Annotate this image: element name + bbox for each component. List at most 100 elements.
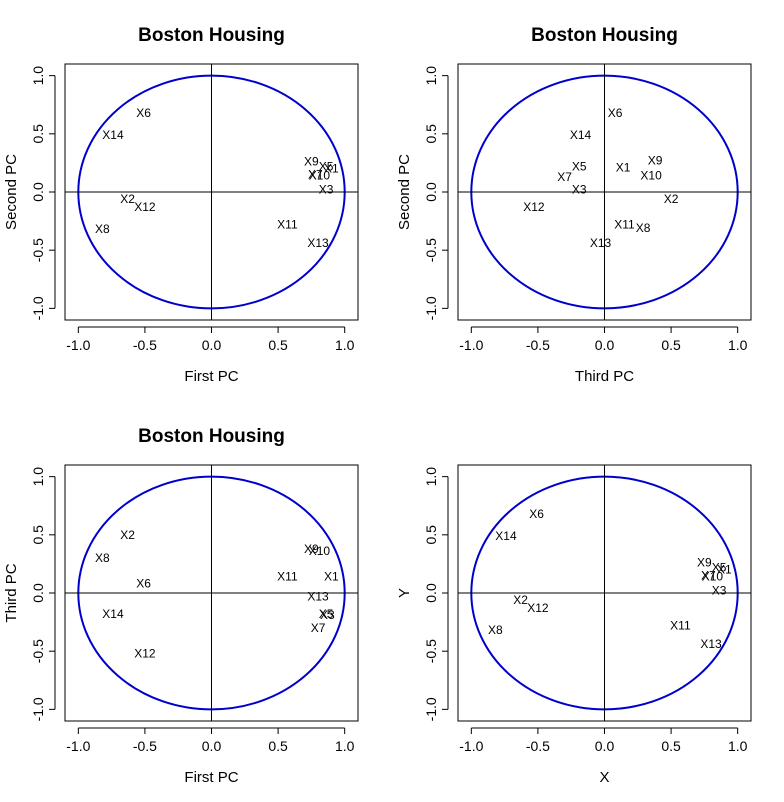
y-tick-label: 0.5 (423, 124, 439, 144)
point-label-x13: X13 (307, 589, 329, 603)
chart-title: Boston Housing (138, 426, 285, 447)
point-label-x3: X3 (572, 183, 587, 197)
x-tick-label: 1.0 (728, 337, 748, 353)
point-label-x5: X5 (319, 159, 334, 173)
y-tick-label: -0.5 (30, 639, 46, 663)
point-label-x11: X11 (670, 619, 691, 633)
x-tick-label: 1.0 (335, 738, 355, 754)
point-label-x9: X9 (697, 556, 712, 570)
point-label-x12: X12 (523, 200, 545, 214)
x-tick-label: 0.0 (595, 337, 615, 353)
point-label-x6: X6 (136, 106, 151, 120)
x-tick-label: -1.0 (459, 738, 483, 754)
y-tick-label: -0.5 (423, 639, 439, 663)
y-tick-label: 0.0 (30, 182, 46, 202)
point-label-x5: X5 (712, 560, 727, 574)
x-tick-label: -1.0 (66, 337, 90, 353)
point-label-x9: X9 (648, 154, 663, 168)
y-axis-label: Third PC (3, 563, 20, 622)
x-tick-label: -1.0 (66, 738, 90, 754)
x-tick-label: 0.5 (268, 337, 288, 353)
x-tick-label: -0.5 (133, 337, 157, 353)
x-tick-label: 0.0 (202, 337, 222, 353)
x-tick-label: -1.0 (459, 337, 483, 353)
point-label-x8: X8 (636, 221, 651, 235)
point-label-x1: X1 (324, 162, 339, 176)
x-tick-label: 0.5 (661, 337, 681, 353)
point-label-x9: X9 (304, 542, 319, 556)
x-axis-label: Third PC (575, 368, 634, 385)
point-label-x7: X7 (557, 170, 572, 184)
point-label-x14: X14 (570, 128, 592, 142)
y-axis-label: Y (396, 588, 413, 598)
point-label-x13: X13 (700, 637, 722, 651)
chart-title: Boston Housing (138, 25, 285, 46)
y-axis-label: Second PC (3, 154, 20, 230)
point-label-x3: X3 (319, 183, 334, 197)
panel-4: -1.0 -0.5 0.0 0.5 1.0 -1.0 -0.5 0.0 0.5 1.0 X Y X6 X1… (396, 464, 752, 786)
point-label-x14: X14 (495, 529, 517, 543)
point-label-x10: X10 (640, 169, 662, 183)
y-tick-label: -0.5 (423, 238, 439, 262)
point-label-x8: X8 (488, 623, 503, 637)
point-label-x7: X7 (311, 621, 326, 635)
point-label-x13: X13 (307, 236, 329, 250)
y-axis-label: Second PC (396, 154, 413, 230)
x-tick-label: -0.5 (133, 738, 157, 754)
point-label-x12: X12 (134, 200, 156, 214)
x-axis-label: First PC (184, 769, 238, 786)
point-label-x8: X8 (95, 222, 110, 236)
point-label-x1: X1 (717, 563, 732, 577)
panel-1: -1.0 -0.5 0.0 0.5 1.0 -1.0 -0.5 0.0 0.5 1.0 Boston… (3, 25, 359, 385)
point-label-x6: X6 (136, 577, 151, 591)
point-label-x9: X9 (304, 155, 319, 169)
y-tick-label: -1.0 (30, 697, 46, 721)
point-label-x2: X2 (120, 528, 135, 542)
x-tick-label: -0.5 (526, 738, 550, 754)
point-label-x14: X14 (102, 607, 124, 621)
point-label-x2: X2 (513, 593, 528, 607)
y-tick-label: 1.0 (30, 467, 46, 487)
point-label-x6: X6 (608, 106, 623, 120)
point-label-x3: X3 (320, 608, 335, 622)
point-label-x10: X10 (309, 169, 331, 183)
y-tick-label: 0.5 (423, 525, 439, 545)
panel-2: -1.0 -0.5 0.0 0.5 1.0 -1.0 -0.5 0.0 0.5 1.0 Boston… (396, 25, 752, 385)
chart-title: Boston Housing (531, 25, 678, 46)
point-label-x10: X10 (309, 544, 331, 558)
point-label-x1: X1 (324, 570, 339, 584)
point-label-x6: X6 (529, 507, 544, 521)
point-label-x11: X11 (277, 570, 298, 584)
point-label-x14: X14 (102, 128, 124, 142)
point-label-x7: X7 (701, 569, 716, 583)
x-tick-label: 0.0 (595, 738, 615, 754)
point-label-x5: X5 (319, 607, 334, 621)
panel-3: -1.0 -0.5 0.0 0.5 1.0 -1.0 -0.5 0.0 0.5 1.0 Boston… (3, 426, 359, 786)
point-label-x3: X3 (712, 584, 727, 598)
point-label-x2: X2 (664, 192, 679, 206)
point-label-x7: X7 (308, 168, 323, 182)
x-tick-label: 0.5 (268, 738, 288, 754)
y-tick-label: 1.0 (423, 66, 439, 86)
point-label-x13: X13 (590, 236, 612, 250)
y-tick-label: 0.5 (30, 124, 46, 144)
y-tick-label: -1.0 (30, 296, 46, 320)
y-tick-label: 1.0 (30, 66, 46, 86)
x-tick-label: 1.0 (335, 337, 355, 353)
point-label-x5: X5 (572, 159, 587, 173)
y-tick-label: 0.0 (423, 583, 439, 603)
x-axis-label: X (599, 769, 609, 786)
y-tick-label: 0.5 (30, 525, 46, 545)
x-tick-label: 1.0 (728, 738, 748, 754)
y-tick-label: 1.0 (423, 467, 439, 487)
point-label-x11: X11 (277, 218, 298, 232)
y-tick-label: 0.0 (30, 583, 46, 603)
y-tick-label: -1.0 (423, 296, 439, 320)
point-label-x12: X12 (134, 647, 156, 661)
x-axis-label: First PC (184, 368, 238, 385)
point-label-x12: X12 (527, 601, 549, 615)
point-label-x10: X10 (702, 570, 724, 584)
y-tick-label: -0.5 (30, 238, 46, 262)
y-tick-label: 0.0 (423, 182, 439, 202)
